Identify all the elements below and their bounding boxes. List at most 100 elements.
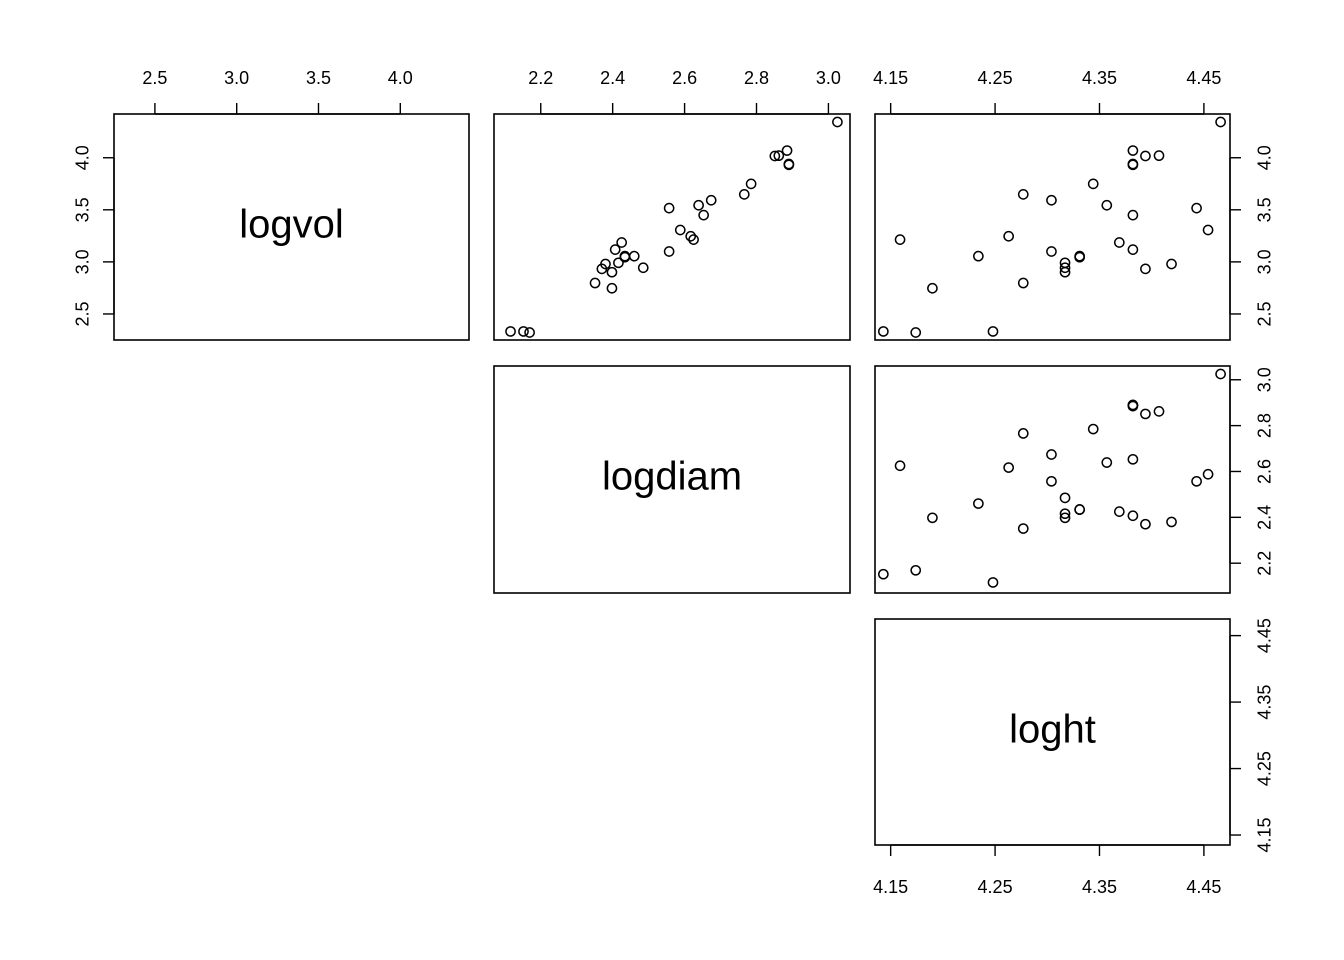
data-point bbox=[1059, 257, 1071, 269]
data-point bbox=[1017, 523, 1029, 534]
tick-label: 4.35 bbox=[1255, 685, 1275, 720]
panel-frame-logdiam-vs-loght bbox=[874, 365, 1231, 594]
data-point bbox=[609, 244, 621, 255]
data-point bbox=[987, 326, 999, 337]
data-point bbox=[973, 250, 984, 262]
tick-label: 4.45 bbox=[1186, 877, 1221, 897]
data-point bbox=[738, 189, 750, 200]
data-point bbox=[1017, 277, 1029, 289]
data-point bbox=[685, 230, 697, 242]
data-point bbox=[1202, 468, 1214, 480]
data-point bbox=[894, 234, 906, 245]
data-point bbox=[663, 246, 675, 257]
axis-top-loght: 4.15 4.25 4.35 4.45 bbox=[873, 68, 1221, 115]
data-point bbox=[878, 568, 889, 580]
axis-right-logdiam: 2.2 2.4 2.6 2.8 3.0 bbox=[1229, 367, 1275, 576]
axis-bottom-loght: 4.15 4.25 4.35 4.45 bbox=[873, 844, 1221, 897]
data-point bbox=[1087, 178, 1099, 190]
tick-label: 4.35 bbox=[1082, 68, 1117, 88]
data-point bbox=[1140, 518, 1151, 530]
data-point bbox=[1113, 506, 1125, 517]
data-point bbox=[1046, 449, 1057, 460]
tick-label: 4.15 bbox=[873, 68, 908, 88]
tick-label: 3.0 bbox=[224, 68, 249, 88]
diagonal-labels: logvol logdiam loght bbox=[239, 203, 1096, 752]
tick-label: 4.15 bbox=[1255, 818, 1275, 853]
data-point bbox=[1046, 475, 1057, 487]
axis-left-logvol: 2.5 3.0 3.5 4.0 bbox=[73, 145, 115, 326]
tick-label: 2.4 bbox=[1255, 505, 1275, 530]
data-point bbox=[1140, 150, 1151, 162]
tick-label: 3.5 bbox=[1255, 197, 1275, 222]
data-point bbox=[705, 194, 717, 206]
data-point bbox=[1127, 510, 1139, 522]
tick-label: 4.25 bbox=[978, 877, 1013, 897]
data-point bbox=[505, 326, 516, 337]
panel-frame-logdiam bbox=[493, 365, 851, 594]
data-point bbox=[927, 282, 938, 294]
data-point bbox=[769, 150, 781, 162]
tick-label: 4.45 bbox=[1186, 68, 1221, 88]
tick-label: 3.5 bbox=[306, 68, 331, 88]
diagonal-label-logvol: logvol bbox=[239, 203, 344, 247]
tick-label: 4.15 bbox=[873, 877, 908, 897]
data-point bbox=[1140, 263, 1151, 275]
data-point bbox=[518, 326, 529, 337]
data-point bbox=[1127, 244, 1139, 255]
tick-label: 2.2 bbox=[528, 68, 553, 88]
data-point bbox=[1166, 258, 1177, 270]
axes: 2.5 3.0 3.5 4.0 2.2 2.4 2.6 2.8 3.0 4.15 4.25 4.35 4… bbox=[73, 68, 1275, 897]
data-point bbox=[1202, 224, 1214, 236]
tick-label: 2.5 bbox=[73, 301, 93, 326]
panel-frame-logvol-vs-logdiam bbox=[493, 113, 851, 341]
data-point bbox=[1017, 428, 1029, 439]
data-point bbox=[1166, 516, 1177, 528]
data-point bbox=[688, 234, 699, 245]
data-point bbox=[745, 178, 757, 190]
data-point bbox=[910, 327, 922, 338]
tick-label: 4.25 bbox=[1255, 751, 1275, 786]
data-point bbox=[1059, 512, 1071, 524]
data-point bbox=[1153, 150, 1165, 162]
tick-label: 3.0 bbox=[1255, 249, 1275, 274]
data-point bbox=[1003, 462, 1014, 473]
tick-label: 2.5 bbox=[1255, 301, 1275, 326]
data-points bbox=[505, 116, 1226, 588]
data-point bbox=[637, 262, 649, 274]
axis-right-logvol: 2.5 3.0 3.5 4.0 bbox=[1229, 145, 1275, 326]
tick-label: 2.5 bbox=[142, 68, 167, 88]
data-point bbox=[1113, 237, 1125, 248]
data-point bbox=[674, 224, 686, 236]
diagonal-label-loght: loght bbox=[1009, 708, 1096, 752]
data-point bbox=[1191, 202, 1202, 214]
tick-label: 3.0 bbox=[73, 249, 93, 274]
data-point bbox=[613, 257, 624, 269]
data-point bbox=[1127, 453, 1139, 465]
data-point bbox=[606, 266, 618, 278]
data-point bbox=[1059, 262, 1071, 274]
tick-label: 2.8 bbox=[1255, 413, 1275, 438]
data-point bbox=[910, 564, 922, 576]
data-point bbox=[773, 150, 785, 162]
tick-label: 2.2 bbox=[1255, 551, 1275, 576]
data-point bbox=[1074, 504, 1085, 515]
tick-label: 4.0 bbox=[73, 145, 93, 170]
panel-logvol-vs-logdiam bbox=[505, 116, 843, 338]
tick-label: 4.35 bbox=[1082, 877, 1117, 897]
tick-label: 3.0 bbox=[816, 68, 841, 88]
data-point bbox=[1101, 457, 1113, 468]
data-point bbox=[1046, 194, 1057, 206]
data-point bbox=[1127, 399, 1139, 411]
data-point bbox=[698, 209, 709, 221]
data-point bbox=[1127, 158, 1139, 170]
data-point bbox=[1017, 189, 1029, 200]
data-point bbox=[1087, 423, 1099, 435]
data-point bbox=[600, 258, 611, 270]
data-point bbox=[1191, 475, 1202, 487]
tick-label: 4.45 bbox=[1255, 618, 1275, 653]
tick-label: 2.4 bbox=[600, 68, 625, 88]
data-point bbox=[1127, 145, 1139, 156]
data-point bbox=[524, 327, 535, 338]
data-point bbox=[832, 116, 843, 128]
